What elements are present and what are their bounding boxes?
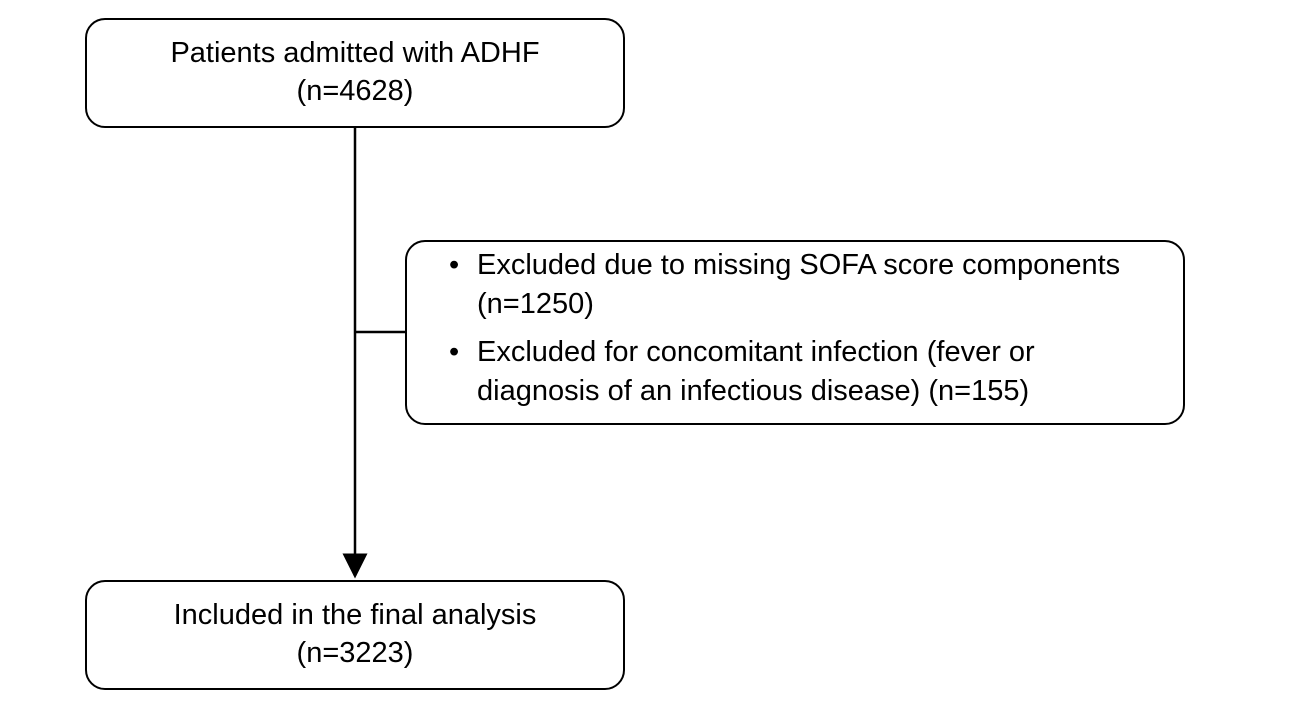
- arrow-main-vertical: [0, 0, 1302, 712]
- flowchart-container: Patients admitted with ADHF (n=4628) Exc…: [0, 0, 1302, 712]
